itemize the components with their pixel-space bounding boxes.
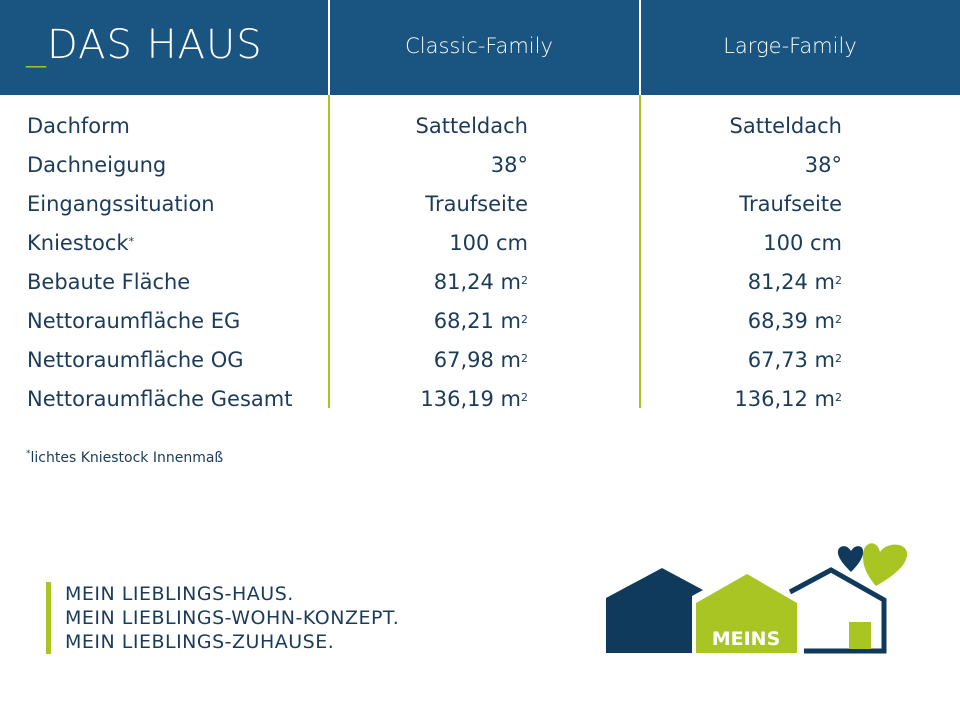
value-classic: 38°: [278, 146, 528, 185]
value-classic: 81,24 m2: [278, 263, 528, 302]
value-text: Satteldach: [729, 114, 842, 138]
table-row: Kniestock* 100 cm 100 cm: [0, 224, 960, 263]
value-classic: Traufseite: [278, 185, 528, 224]
row-label: Eingangssituation: [27, 185, 215, 224]
value-large: 38°: [592, 146, 842, 185]
value-text: 100 cm: [763, 231, 842, 255]
value-large: 81,24 m2: [592, 263, 842, 302]
value-text: 68,21 m: [433, 309, 521, 333]
value-text: 38°: [490, 153, 528, 177]
unit-exponent: 2: [835, 352, 842, 365]
footnote-text: lichtes Kniestock Innenmaß: [30, 450, 224, 466]
value-text: 67,73 m: [747, 348, 835, 372]
table-row: Dachform Satteldach Satteldach: [0, 107, 960, 146]
dark-house-icon: [606, 568, 703, 653]
value-large: 136,12 m2: [592, 380, 842, 419]
value-text: Traufseite: [425, 192, 528, 216]
value-large: Satteldach: [592, 107, 842, 146]
row-label: Nettoraumfläche Gesamt: [27, 380, 292, 419]
unit-exponent: 2: [835, 391, 842, 404]
footnote-mark: *: [128, 235, 135, 248]
unit-exponent: 2: [521, 274, 528, 287]
slogan-line: MEIN LIEBLINGS-WOHN-KONZEPT.: [65, 607, 400, 629]
row-label-text: Dachneigung: [27, 153, 167, 177]
unit-exponent: 2: [835, 274, 842, 287]
value-classic: 136,19 m2: [278, 380, 528, 419]
unit-exponent: 2: [521, 352, 528, 365]
table-row: Bebaute Fläche 81,24 m2 81,24 m2: [0, 263, 960, 302]
row-label: Dachneigung: [27, 146, 166, 185]
value-text: Traufseite: [739, 192, 842, 216]
outline-house-icon: [788, 567, 887, 654]
page-title: _DAS HAUS: [26, 22, 263, 68]
value-classic: 67,98 m2: [278, 341, 528, 380]
row-label: Kniestock*: [27, 224, 134, 263]
value-text: 67,98 m: [433, 348, 521, 372]
value-large: 100 cm: [592, 224, 842, 263]
table-row: Nettoraumfläche Gesamt 136,19 m2 136,12 m2: [0, 380, 960, 419]
row-label-text: Bebaute Fläche: [27, 270, 191, 294]
value-text: 81,24 m: [747, 270, 835, 294]
footnote-mark: *: [26, 449, 31, 459]
value-classic: Satteldach: [278, 107, 528, 146]
meins-logo: MEINS: [606, 543, 908, 654]
header-divider: [328, 0, 330, 95]
title-text: DAS HAUS: [47, 22, 263, 68]
row-label-text: Eingangssituation: [27, 192, 215, 216]
value-text: 136,19 m: [420, 387, 521, 411]
row-label-text: Dachform: [27, 114, 130, 138]
slogan-line: MEIN LIEBLINGS-ZUHAUSE.: [65, 631, 335, 653]
value-text: Satteldach: [415, 114, 528, 138]
green-house-icon: [696, 574, 797, 653]
header-bar: _DAS HAUS Classic-Family Large-Family: [0, 0, 960, 95]
column-header-large: Large-Family: [723, 34, 857, 58]
large-heart-icon: [862, 543, 908, 586]
logo-text: MEINS: [712, 628, 781, 650]
unit-exponent: 2: [835, 313, 842, 326]
row-label: Nettoraumfläche EG: [27, 302, 240, 341]
row-label: Bebaute Fläche: [27, 263, 190, 302]
slogan: MEIN LIEBLINGS-HAUS. MEIN LIEBLINGS-WOHN…: [46, 582, 399, 654]
table-row: Eingangssituation Traufseite Traufseite: [0, 185, 960, 224]
value-text: 81,24 m: [433, 270, 521, 294]
table-row: Nettoraumfläche EG 68,21 m2 68,39 m2: [0, 302, 960, 341]
value-large: Traufseite: [592, 185, 842, 224]
column-divider: [639, 95, 641, 408]
footnote: *lichtes Kniestock Innenmaß: [26, 449, 224, 466]
title-underscore: _: [26, 22, 47, 68]
table-row: Nettoraumfläche OG 67,98 m2 67,73 m2: [0, 341, 960, 380]
column-header-classic: Classic-Family: [405, 34, 553, 58]
value-text: 136,12 m: [734, 387, 835, 411]
row-label-text: Nettoraumfläche Gesamt: [27, 387, 293, 411]
slogan-line: MEIN LIEBLINGS-HAUS.: [65, 583, 294, 605]
row-label-text: Nettoraumfläche OG: [27, 348, 244, 372]
value-classic: 68,21 m2: [278, 302, 528, 341]
value-large: 68,39 m2: [592, 302, 842, 341]
value-text: 38°: [804, 153, 842, 177]
row-label-text: Kniestock: [27, 231, 129, 255]
row-label: Nettoraumfläche OG: [27, 341, 244, 380]
value-text: 68,39 m: [747, 309, 835, 333]
value-large: 67,73 m2: [592, 341, 842, 380]
small-heart-icon: [837, 546, 864, 572]
table-row: Dachneigung 38° 38°: [0, 146, 960, 185]
column-divider: [328, 95, 330, 408]
row-label-text: Nettoraumfläche EG: [27, 309, 241, 333]
door-icon: [849, 622, 871, 649]
value-text: 100 cm: [449, 231, 528, 255]
value-classic: 100 cm: [278, 224, 528, 263]
unit-exponent: 2: [521, 391, 528, 404]
row-label: Dachform: [27, 107, 130, 146]
unit-exponent: 2: [521, 313, 528, 326]
header-divider: [639, 0, 641, 95]
